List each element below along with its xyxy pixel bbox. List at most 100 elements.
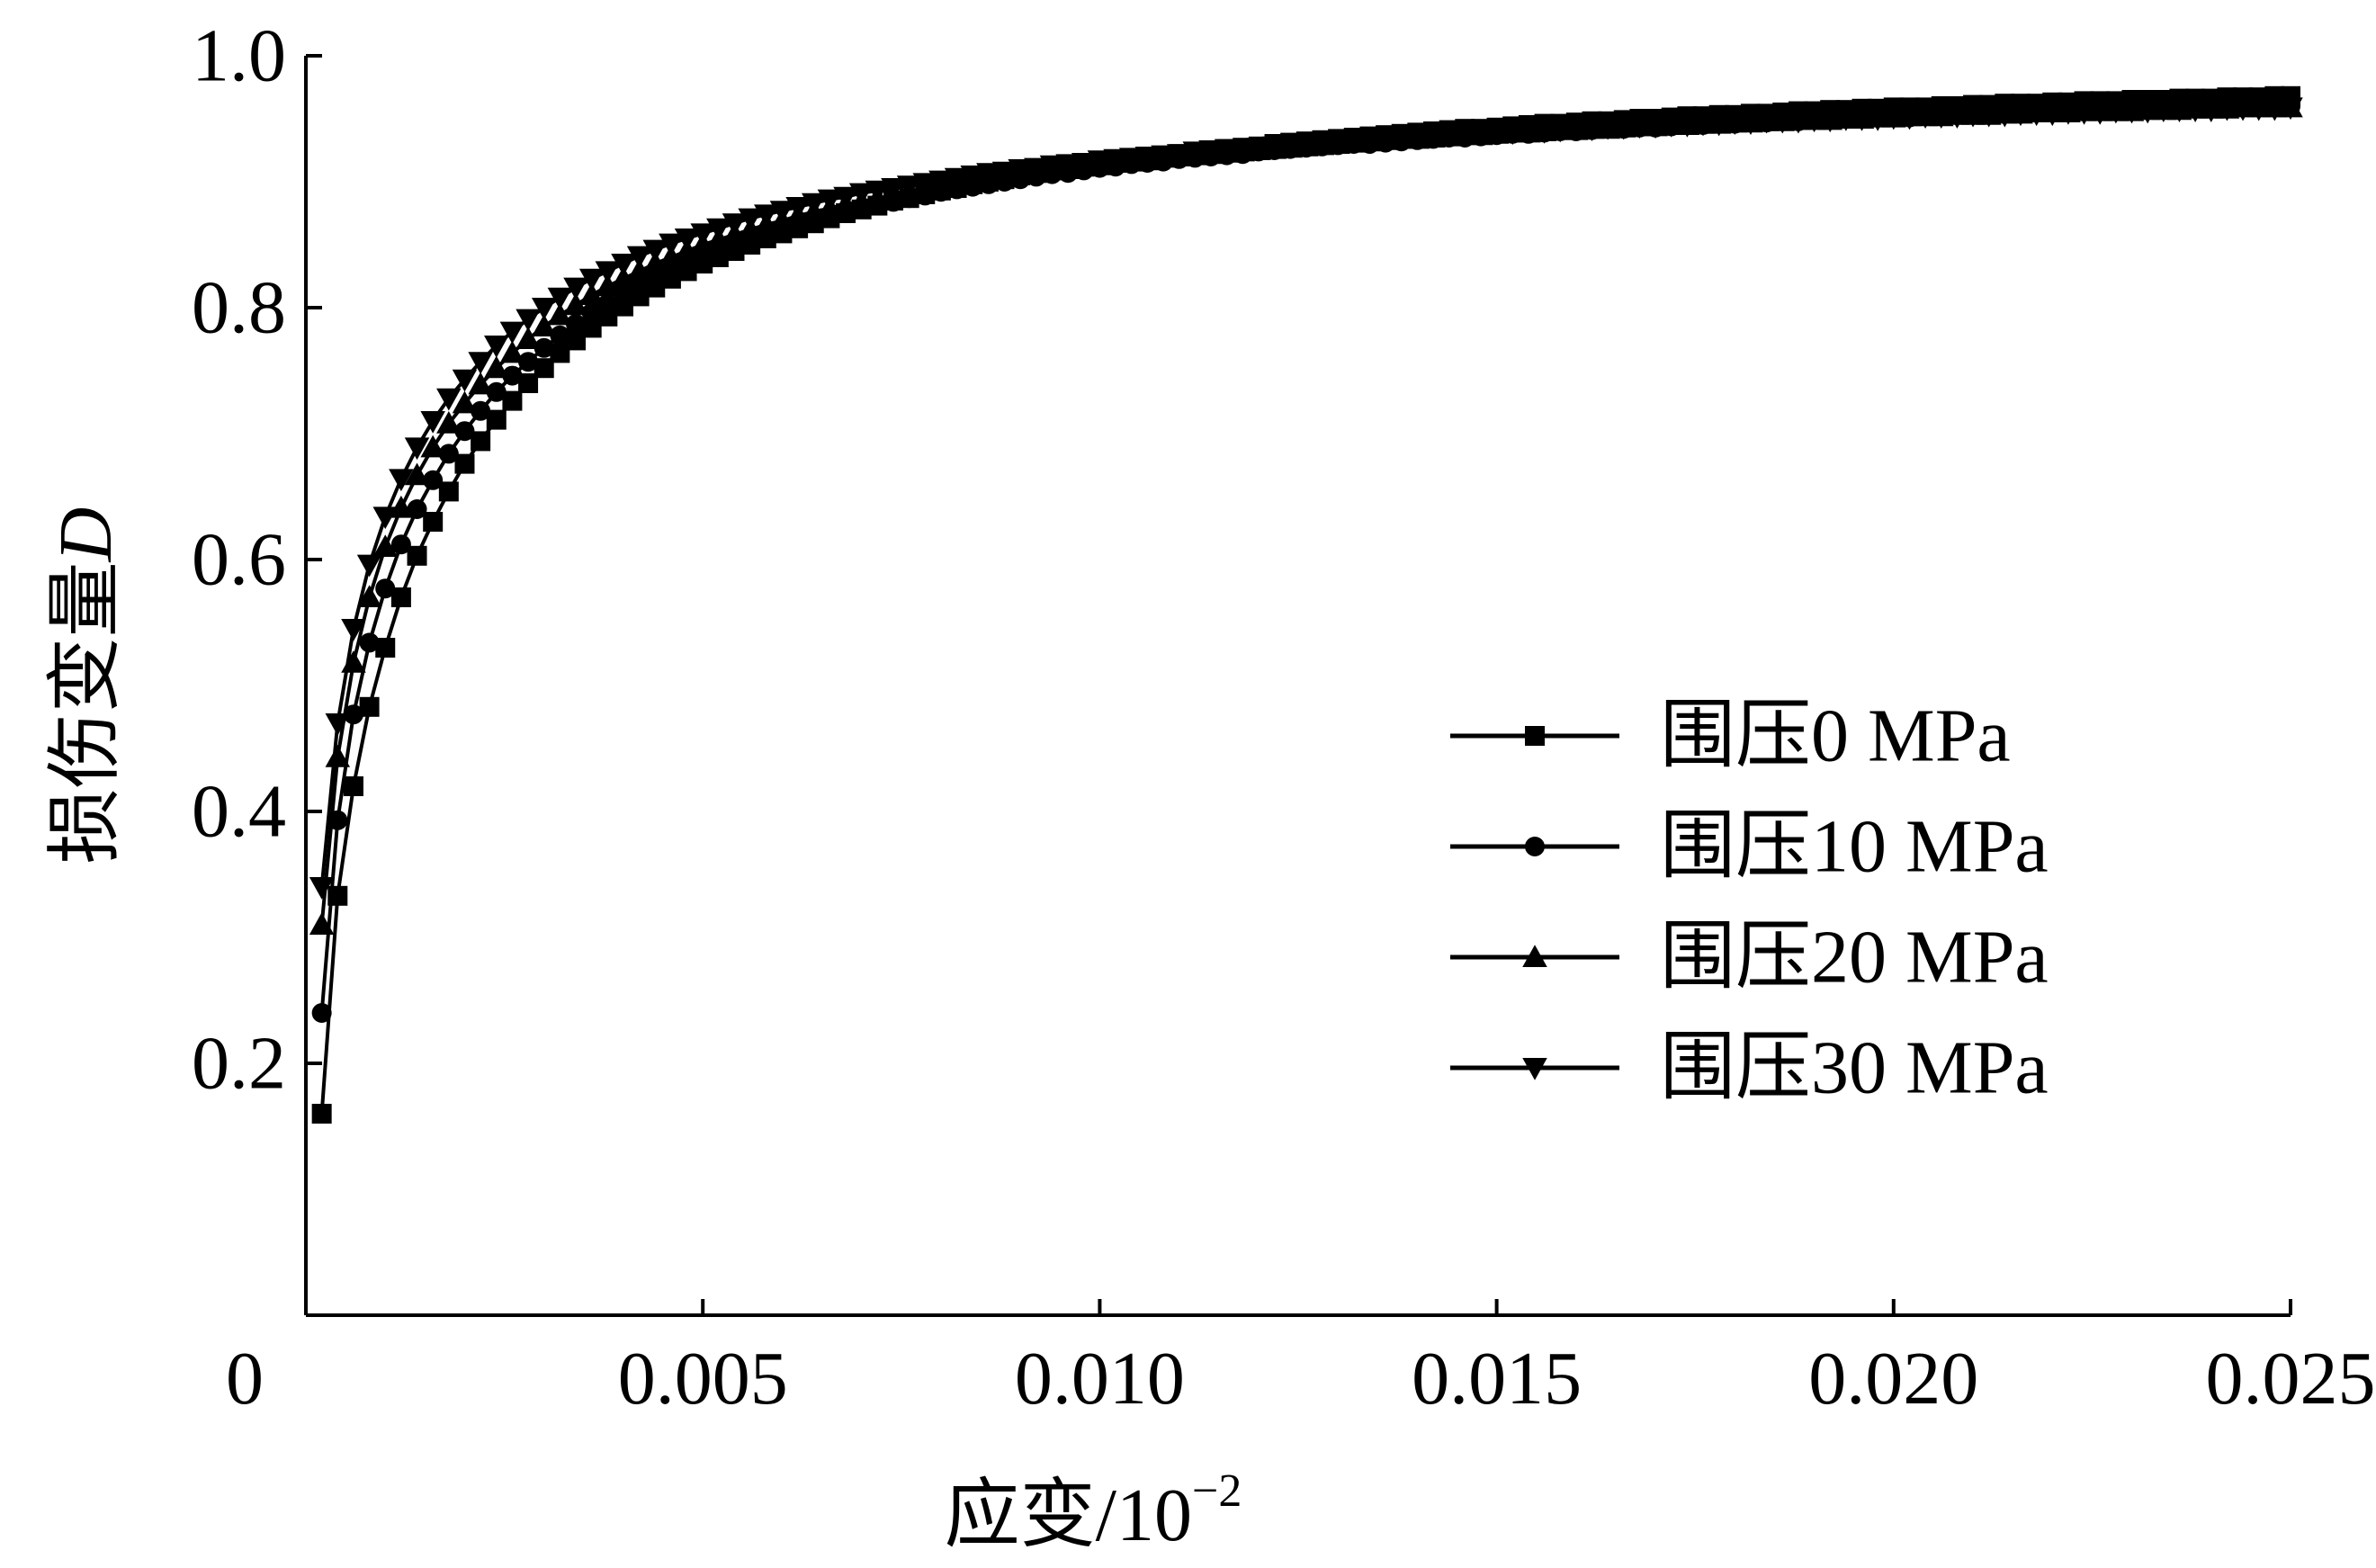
data-point (659, 245, 684, 267)
y-tick-label: 0.2 (192, 1022, 286, 1106)
data-point (659, 233, 684, 256)
data-point (1404, 128, 1430, 150)
data-point (2040, 103, 2066, 127)
data-point (471, 400, 491, 421)
data-point (566, 330, 587, 351)
data-point (2183, 100, 2208, 122)
data-point (1913, 106, 1938, 129)
data-point (626, 246, 652, 269)
data-point (1500, 122, 1525, 146)
y-tick-label: 0.4 (192, 770, 286, 854)
data-point (896, 175, 922, 198)
data-point (531, 298, 557, 320)
y-axis-title-variable: D (44, 507, 128, 563)
data-point (674, 228, 700, 251)
data-point (1198, 140, 1224, 163)
data-point (690, 223, 715, 246)
data-point (722, 213, 748, 236)
data-point (801, 193, 827, 216)
data-point (611, 266, 636, 289)
data-point (390, 534, 411, 555)
x-tick-label: 0.020 (1808, 1337, 1978, 1420)
data-point (595, 261, 621, 284)
data-point (865, 180, 891, 203)
data-point (499, 340, 525, 363)
x-tick-label: 0.010 (1015, 1337, 1185, 1420)
data-point (1595, 117, 1620, 140)
data-point (581, 318, 602, 338)
data-point (817, 189, 843, 212)
data-point (502, 365, 523, 386)
data-point (581, 302, 602, 323)
data-point (372, 506, 398, 530)
series-line (319, 105, 2291, 926)
data-point (550, 325, 570, 345)
data-point (1230, 139, 1255, 162)
data-point (629, 276, 650, 297)
data-point (1214, 139, 1240, 162)
data-point (1834, 109, 1859, 131)
legend: 围压0 MPa 围压10 MPa 围压20 MPa 围压30 MPa (1450, 694, 2049, 1110)
data-point (1960, 104, 1986, 128)
data-point (1388, 128, 1414, 150)
data-point (1817, 110, 1843, 133)
data-point (356, 585, 382, 607)
data-point (1611, 117, 1636, 140)
data-point (563, 292, 588, 316)
data-point (2103, 101, 2129, 124)
data-point (769, 201, 795, 223)
data-point (2119, 101, 2145, 124)
data-point (547, 302, 573, 326)
data-point (372, 534, 398, 557)
data-point (1865, 109, 1890, 131)
data-point (578, 282, 605, 305)
data-point (1421, 126, 1446, 149)
y-ticks: 0.2 0.4 0.6 0.8 1.0 (192, 14, 322, 1106)
data-point (613, 283, 633, 304)
data-point (626, 258, 652, 282)
data-point (2262, 98, 2288, 121)
data-point (359, 696, 380, 717)
data-point (2056, 103, 2081, 125)
data-point (1261, 136, 1287, 159)
data-point (754, 204, 779, 228)
data-point (533, 358, 554, 379)
data-point (2214, 98, 2240, 121)
data-point (436, 411, 462, 434)
data-point (1770, 111, 1796, 134)
data-point (1690, 113, 1716, 137)
data-point (341, 619, 366, 641)
data-point (563, 277, 588, 300)
data-point (502, 390, 523, 411)
data-point (1278, 135, 1303, 158)
data-point (578, 268, 605, 291)
data-point (1706, 113, 1732, 137)
data-point (1294, 134, 1319, 157)
data-point (404, 462, 430, 486)
data-point (452, 369, 478, 392)
data-point (912, 173, 938, 196)
data-point (468, 372, 493, 395)
y-axis-title: 损伤变量D (44, 507, 128, 865)
data-point (1341, 131, 1367, 154)
data-point (309, 912, 335, 935)
data-point (597, 293, 618, 314)
data-point (1166, 144, 1192, 166)
data-point (438, 444, 459, 464)
data-point (486, 381, 507, 402)
data-point (375, 578, 396, 599)
data-point (1246, 138, 1271, 160)
data-point (1357, 130, 1383, 153)
data-point (1643, 116, 1668, 139)
data-point (420, 411, 445, 434)
data-point (438, 481, 459, 502)
data-point (642, 251, 668, 273)
data-point (611, 254, 636, 276)
data-point (1674, 115, 1700, 138)
x-tick-label: 0.025 (2206, 1337, 2376, 1420)
data-point (833, 186, 858, 210)
y-tick-label: 0.8 (192, 266, 286, 350)
data-point (738, 208, 763, 231)
data-point (454, 453, 475, 474)
data-point (389, 469, 414, 492)
